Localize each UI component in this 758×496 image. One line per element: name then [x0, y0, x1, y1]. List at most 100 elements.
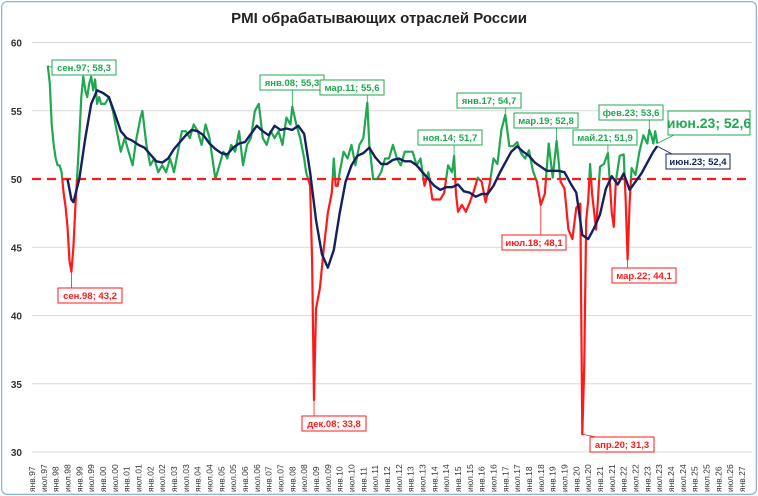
x-tick-label: июл.14 [441, 464, 451, 492]
x-tick-label: янв.07 [264, 466, 274, 492]
x-tick-label: янв.12 [382, 466, 392, 492]
y-tick-label: 45 [11, 243, 23, 254]
annotation-box [513, 112, 579, 129]
annotation-label: апр.20; 31,3 [595, 440, 649, 451]
x-tick-label: июл.12 [394, 464, 404, 492]
annotation-box [501, 234, 567, 251]
x-tick-label: янв.04 [193, 466, 203, 492]
x-tick-label: июл.05 [228, 464, 238, 492]
annotation-label: дек.08; 33,8 [307, 419, 361, 430]
x-tick-label: июл.09 [323, 464, 333, 492]
x-tick-label: янв.13 [406, 466, 416, 492]
annotation-label: мар.22; 44,1 [616, 271, 672, 282]
annotation-box [456, 92, 522, 109]
x-tick-label: янв.10 [335, 466, 345, 492]
x-tick-label: июл.04 [205, 464, 215, 492]
x-tick-label: янв.03 [169, 466, 179, 492]
annotation-label: янв.08; 55,3 [265, 78, 320, 89]
y-tick-label: 55 [11, 107, 23, 118]
annotation-label: мар.11; 55,6 [325, 83, 380, 94]
pmi-line-above-50 [46, 65, 659, 179]
x-tick-label: янв.98 [51, 466, 61, 492]
annotation-leader [47, 65, 53, 68]
annotation-label: мар.19; 52,8 [518, 116, 574, 127]
x-tick-label: июл.18 [536, 464, 546, 492]
annotation-box [57, 287, 123, 304]
x-tick-label: янв.21 [595, 466, 605, 492]
annotation-label: июн.23; 52,4 [669, 157, 727, 168]
x-tick-label: июл.22 [631, 464, 641, 492]
annotation-label: ноя.14; 51,7 [423, 133, 477, 144]
x-tick-label: янв.24 [666, 466, 676, 492]
annotation-leader [657, 134, 675, 144]
x-tick-label: янв.97 [27, 466, 37, 492]
x-tick-label: июл.03 [181, 464, 191, 492]
x-tick-label: июл.08 [299, 464, 309, 492]
x-tick-label: янв.99 [74, 466, 84, 492]
y-tick-label: 30 [11, 448, 23, 459]
x-tick-label: июл.26 [725, 464, 735, 492]
x-tick-label: янв.14 [429, 466, 439, 492]
annotation-box [301, 415, 367, 432]
x-tick-label: июл.25 [702, 464, 712, 492]
annotation-label: июл.18; 48,1 [505, 238, 563, 249]
x-tick-label: янв.19 [548, 466, 558, 492]
smoothed-pmi-line [66, 89, 659, 269]
annotation-box [611, 267, 677, 284]
x-tick-label: июл.06 [252, 464, 262, 492]
x-tick-label: янв.15 [453, 466, 463, 492]
x-tick-label: июл.99 [86, 464, 96, 492]
annotation-leader [657, 145, 673, 155]
x-tick-label: янв.06 [240, 466, 250, 492]
annotation-box [572, 129, 638, 146]
x-tick-label: июл.02 [157, 464, 167, 492]
x-tick-label: июл.20 [583, 464, 593, 492]
x-tick-label: янв.09 [311, 466, 321, 492]
x-tick-label: янв.17 [500, 466, 510, 492]
annotation-box [667, 110, 751, 136]
x-tick-label: янв.08 [287, 466, 297, 492]
y-tick-label: 60 [11, 39, 23, 50]
chart-title: PMI обрабатывающих отраслей России [231, 10, 527, 27]
x-tick-label: июл.23 [654, 464, 664, 492]
x-tick-label: июл.19 [560, 464, 570, 492]
x-tick-label: янв.00 [98, 466, 108, 492]
x-tick-label: янв.01 [122, 466, 132, 492]
y-tick-label: 40 [11, 312, 23, 323]
x-tick-label: июл.21 [607, 464, 617, 492]
x-tick-label: июл.11 [370, 465, 380, 492]
x-tick-label: июл.01 [134, 464, 144, 492]
x-tick-label: янв.27 [737, 466, 747, 492]
annotation-box [51, 59, 117, 76]
x-tick-label: июл.10 [347, 464, 357, 492]
annotation-box [417, 129, 483, 146]
pmi-line-below-50 [61, 179, 633, 436]
x-tick-label: июл.00 [110, 464, 120, 492]
annotation-box [319, 79, 385, 96]
x-tick-label: янв.25 [690, 466, 700, 492]
annotation-label: фев.23; 53,6 [603, 108, 660, 119]
annotation-box [665, 153, 731, 170]
x-tick-label: янв.22 [619, 466, 629, 492]
x-tick-label: янв.18 [524, 466, 534, 492]
annotation-label: сен.98; 43,2 [63, 291, 117, 302]
x-tick-label: июл.97 [39, 464, 49, 492]
x-tick-label: янв.16 [477, 466, 487, 492]
x-tick-label: июл.16 [489, 464, 499, 492]
x-tick-label: янв.23 [642, 466, 652, 492]
x-tick-label: июл.07 [276, 464, 286, 492]
x-tick-label: июл.13 [418, 464, 428, 492]
x-tick-label: июл.17 [512, 464, 522, 492]
x-tick-label: янв.02 [145, 466, 155, 492]
annotation-label: июн.23; 52,6 [667, 115, 751, 131]
annotation-label: май.21; 51,9 [577, 133, 633, 144]
x-tick-label: июл.24 [678, 464, 688, 492]
annotation-label: сен.97; 58,3 [57, 63, 111, 74]
x-tick-label: янв.26 [713, 466, 723, 492]
y-tick-label: 35 [11, 380, 23, 391]
annotation-box [598, 104, 664, 121]
x-tick-label: янв.20 [571, 466, 581, 492]
y-tick-label: 50 [11, 175, 23, 186]
